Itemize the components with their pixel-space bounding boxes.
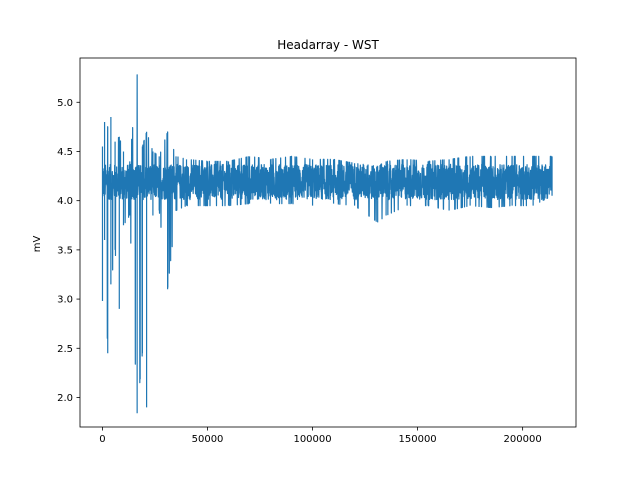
y-tick-label: 3.0 (57, 295, 73, 306)
y-axis-label: mV (32, 236, 43, 253)
y-tick-label: 4.5 (57, 147, 73, 158)
y-tick-label: 4.0 (57, 196, 73, 207)
axes-frame (79, 57, 577, 428)
y-tick-label: 2.5 (57, 344, 73, 355)
chart-title: Headarray - WST (277, 38, 379, 52)
y-axis: 2.0 2.5 3.0 3.5 4.0 4.5 5.0 (57, 98, 80, 404)
x-tick-label: 150000 (399, 434, 437, 445)
x-tick-label: 0 (99, 434, 105, 445)
x-tick-label: 100000 (293, 434, 331, 445)
x-axis: 0 50000 100000 150000 200000 (99, 427, 542, 445)
y-tick-label: 3.5 (57, 245, 73, 256)
series-line (101, 74, 553, 414)
x-tick-label: 50000 (192, 434, 224, 445)
y-tick-label: 5.0 (57, 98, 73, 109)
y-tick-label: 2.0 (57, 393, 73, 404)
x-tick-label: 200000 (504, 434, 542, 445)
plot-frame (79, 57, 577, 428)
